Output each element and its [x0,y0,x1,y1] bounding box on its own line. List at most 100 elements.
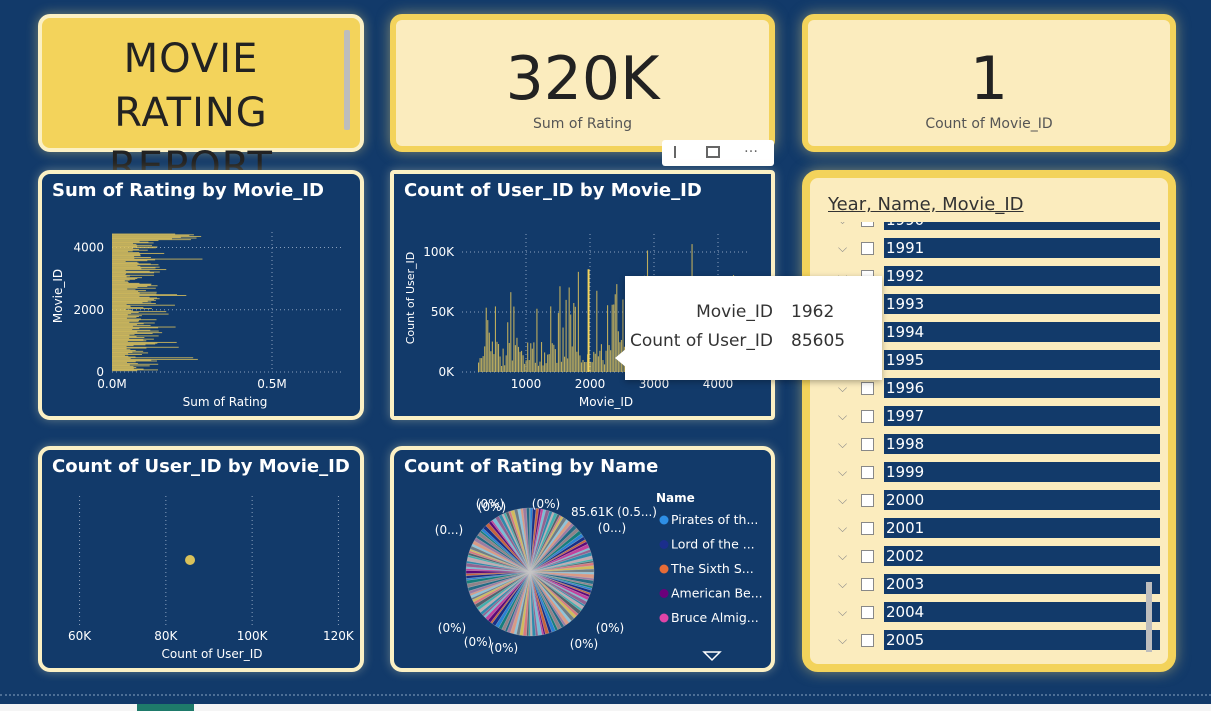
count-user-scatter-chart[interactable]: 60K 80K 100K 120K Count of User_ID [42,450,360,668]
pie-data-label: (0%) [570,637,598,651]
slicer-row[interactable]: ⌵ 1999 [824,460,1160,488]
bar [112,307,152,309]
bar [112,335,159,337]
slicer-card: Year, Name, Movie_ID ⌵1990⌵1991⌵1992⌵199… [802,170,1176,672]
column-bar [553,344,555,372]
slicer-row[interactable]: ⌵ 2003 [824,572,1160,600]
more-options-icon[interactable]: … [744,140,758,156]
slicer-row[interactable]: ⌵ 2005 [824,628,1160,656]
column-bar [613,304,615,372]
slicer-item-label: 1995 [884,350,1160,370]
y-axis-title: Movie_ID [51,269,65,323]
column-bar [616,284,618,372]
slicer-checkbox[interactable] [861,578,874,591]
count-rating-pie-chart[interactable]: (0%) (0%)(0...)(0%) 85.61K (0.5...)(0...)(… [394,450,771,668]
focus-mode-icon[interactable] [706,146,720,158]
chart-panel-pie[interactable]: Count of Rating by Name (0%) (0%) (0...) (0… [390,446,775,672]
bar [112,328,140,330]
column-bar [528,360,530,372]
chart-panel-sum-rating[interactable]: Sum of Rating by Movie_ID 0 2000 4000 0.0M 0… [38,170,364,420]
column-bar [516,337,518,372]
bar [112,279,130,281]
tooltip-value: 85605 [791,331,846,351]
slicer-row[interactable]: ⌵ 2004 [824,600,1160,628]
legend-item: Bruce Almig... [671,610,759,625]
slicer-checkbox[interactable] [861,606,874,619]
slicer-checkbox[interactable] [861,410,874,423]
slicer-row[interactable]: ⌵ 1998 [824,432,1160,460]
pin-icon[interactable] [674,146,690,158]
y-tick-label: 0K [438,365,455,379]
bar [112,235,190,237]
bar [112,255,141,257]
column-bar [478,362,480,372]
slicer-row[interactable]: ⌵ 1996 [824,376,1160,404]
bar [112,248,139,250]
chevron-down-icon[interactable]: ⌵ [838,241,848,255]
column-bar [501,365,503,372]
bar [112,270,150,272]
bar [112,269,167,271]
slicer-row[interactable]: ⌵ 2001 [824,516,1160,544]
slicer-row[interactable]: ⌵ 2000 [824,488,1160,516]
column-bar [531,348,533,372]
bar [112,321,130,323]
slicer-row[interactable]: ⌵ 1990 [824,222,1160,236]
bar [112,338,154,340]
bar [112,367,134,369]
slicer-row[interactable]: ⌵ 1991 [824,236,1160,264]
bar [112,292,140,294]
slicer-checkbox[interactable] [861,522,874,535]
chevron-down-icon[interactable]: ⌵ [838,409,848,423]
bar [112,352,149,354]
chart-title: Count of Rating by Name [404,456,659,477]
slicer-checkbox[interactable] [861,466,874,479]
chart-panel-scatter[interactable]: Count of User_ID by Movie_ID 60K 80K 100K 1… [38,446,364,672]
chevron-down-icon[interactable]: ⌵ [838,493,848,507]
bar [112,248,134,250]
column-bar [603,364,606,372]
slicer-row[interactable]: ⌵ 2002 [824,544,1160,572]
column-bar [596,290,598,372]
slicer-checkbox[interactable] [861,382,874,395]
bar [112,324,137,326]
bar [112,245,138,247]
slicer-checkbox[interactable] [861,242,874,255]
slicer-checkbox[interactable] [861,222,874,227]
chevron-down-icon[interactable]: ⌵ [838,381,848,395]
column-bar [514,345,516,372]
bar [112,261,126,262]
chevron-down-icon[interactable]: ⌵ [838,222,848,227]
chevron-down-icon[interactable]: ⌵ [838,549,848,563]
chevron-down-icon[interactable]: ⌵ [838,465,848,479]
active-page-tab[interactable] [137,704,194,711]
bar [112,280,125,282]
bar [112,318,141,320]
bar [112,350,144,352]
y-tick-label: 2000 [73,303,104,317]
bar [112,295,140,297]
slicer-row[interactable]: ⌵ 1997 [824,404,1160,432]
slicer-checkbox[interactable] [861,634,874,647]
kpi-card-sum-rating[interactable]: 320K Sum of Rating [390,14,775,152]
chevron-down-icon[interactable]: ⌵ [838,521,848,535]
title-scrollbar[interactable] [344,30,350,130]
slicer-row[interactable]: ⌵1994 [824,320,1160,348]
kpi-label: Sum of Rating [533,116,632,132]
chevron-down-icon[interactable]: ⌵ [838,633,848,647]
slicer-item-label: 1999 [884,462,1160,482]
chevron-down-icon[interactable]: ⌵ [838,605,848,619]
bar [112,271,160,273]
bar [112,366,134,368]
kpi-card-count-movie[interactable]: 1 Count of Movie_ID [802,14,1176,152]
slicer-scrollbar[interactable] [1146,582,1152,652]
sum-rating-bar-chart[interactable]: 0 2000 4000 0.0M 0.5M Sum of Rating Movie_ID [42,174,360,416]
slicer-checkbox[interactable] [861,494,874,507]
chevron-down-icon[interactable]: ⌵ [838,577,848,591]
slicer-checkbox[interactable] [861,438,874,451]
chevron-down-icon[interactable]: ⌵ [838,437,848,451]
bar [112,249,148,251]
slicer-checkbox[interactable] [861,550,874,563]
column-bar [534,362,536,372]
x-tick-label: 60K [68,629,92,643]
